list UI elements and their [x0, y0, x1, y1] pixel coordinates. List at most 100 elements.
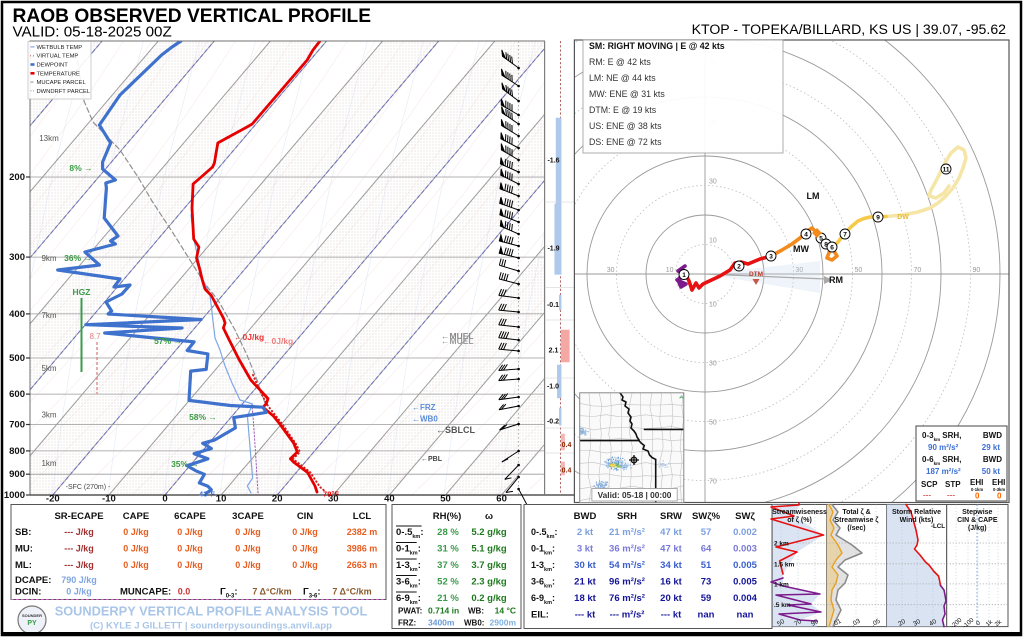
svg-text:8% →: 8% → — [69, 163, 92, 173]
svg-text:3986 m: 3986 m — [347, 544, 378, 554]
svg-text:---: --- — [947, 491, 955, 500]
svg-text:FRZ:: FRZ: — [398, 619, 416, 628]
svg-text:ω: ω — [485, 511, 493, 522]
svg-text:←MUEL: ←MUEL — [441, 336, 474, 346]
svg-text:0-1km: 0-1km — [971, 487, 983, 492]
svg-text:43°F: 43°F — [199, 490, 215, 499]
svg-text:31 %: 31 % — [437, 544, 459, 555]
svg-text:CAPE: CAPE — [123, 511, 149, 522]
svg-text:0.004: 0.004 — [733, 593, 757, 604]
svg-text:0: 0 — [997, 492, 1002, 501]
svg-text:30: 30 — [796, 267, 804, 274]
svg-text:30: 30 — [607, 267, 615, 274]
svg-text:DWNDRFT PARCEL: DWNDRFT PARCEL — [37, 89, 91, 95]
svg-text:BWD: BWD — [983, 455, 1002, 464]
svg-text:3: 3 — [769, 253, 773, 260]
svg-text:SM: RIGHT MOVING | E @ 42 kts: SM: RIGHT MOVING | E @ 42 kts — [589, 41, 725, 51]
svg-text:--- J/kg: --- J/kg — [64, 560, 94, 570]
svg-text:--- kt: --- kt — [661, 610, 682, 621]
svg-text:←WB0: ←WB0 — [412, 415, 438, 424]
svg-text:RH(%): RH(%) — [433, 511, 462, 522]
svg-text:-10: -10 — [102, 494, 116, 505]
svg-text:76 m²/s²: 76 m²/s² — [609, 593, 645, 604]
svg-text:←0J/kg: ←0J/kg — [263, 336, 293, 346]
svg-text:800: 800 — [9, 446, 25, 457]
svg-text:2900m: 2900m — [490, 618, 517, 628]
svg-text:-LCL: -LCL — [931, 523, 945, 530]
svg-text:0.714 in: 0.714 in — [428, 606, 459, 616]
svg-text:Total ζ &: Total ζ & — [842, 509, 870, 516]
svg-text:DTM: E @ 19 kts: DTM: E @ 19 kts — [589, 105, 657, 115]
svg-text:9: 9 — [876, 214, 880, 221]
svg-text:0 J/kg: 0 J/kg — [235, 560, 261, 570]
svg-text:600: 600 — [9, 389, 25, 400]
svg-text:3.7 g/kg: 3.7 g/kg — [471, 560, 507, 571]
svg-text:-1.9: -1.9 — [547, 246, 559, 253]
svg-text:MUNCAPE:: MUNCAPE: — [120, 587, 171, 598]
svg-text:3 kt: 3 kt — [577, 544, 594, 555]
svg-text:500: 500 — [9, 353, 25, 364]
svg-text:200: 200 — [9, 172, 25, 183]
svg-text:←FRZ: ←FRZ — [412, 403, 436, 412]
svg-text:2663 m: 2663 m — [347, 560, 378, 570]
svg-text:10: 10 — [709, 302, 717, 309]
svg-text:7: 7 — [843, 231, 847, 238]
svg-text:2382 m: 2382 m — [347, 527, 378, 537]
svg-text:90 m²/s²: 90 m²/s² — [928, 443, 959, 452]
svg-text:0 J/kg: 0 J/kg — [235, 544, 261, 554]
svg-text:21 m²/s²: 21 m²/s² — [609, 527, 645, 538]
svg-text:0-3km: 0-3km — [993, 487, 1005, 492]
svg-text:11: 11 — [943, 166, 950, 173]
svg-text:MW: ENE @ 31 kts: MW: ENE @ 31 kts — [589, 89, 665, 99]
svg-text:700: 700 — [9, 420, 25, 431]
svg-text:16 kt: 16 kt — [660, 577, 682, 588]
svg-text:0-3km SRH,: 0-3km SRH, — [922, 431, 961, 442]
svg-text:79°F: 79°F — [323, 490, 339, 499]
svg-text:(C) KYLE J GILLETT | sounderpy: (C) KYLE J GILLETT | sounderpysoundings.… — [90, 621, 332, 632]
svg-text:2 km: 2 km — [774, 541, 789, 548]
svg-text:30: 30 — [709, 179, 717, 186]
svg-text:20: 20 — [897, 618, 907, 628]
svg-text:LM: NE @ 44 kts: LM: NE @ 44 kts — [589, 73, 656, 83]
svg-text:MUCAPE PARCEL: MUCAPE PARCEL — [37, 80, 87, 86]
svg-text:7 Δ°C/km: 7 Δ°C/km — [332, 587, 371, 597]
svg-text:MW: MW — [793, 244, 809, 254]
svg-text:SR-ECAPE: SR-ECAPE — [54, 511, 103, 522]
svg-text:96 m²/s²: 96 m²/s² — [609, 577, 645, 588]
svg-text:1000: 1000 — [4, 490, 25, 501]
svg-text:18 kt: 18 kt — [574, 593, 596, 604]
svg-text:90: 90 — [810, 618, 820, 628]
svg-text:DEWPOINT: DEWPOINT — [37, 63, 69, 69]
svg-text:0.005: 0.005 — [733, 577, 757, 588]
svg-text:9km: 9km — [41, 254, 56, 263]
svg-text:14 °C: 14 °C — [495, 606, 516, 616]
svg-text:1: 1 — [682, 272, 686, 279]
svg-text:Storm Relative: Storm Relative — [892, 509, 941, 516]
svg-text:SRH: SRH — [617, 511, 637, 522]
svg-text:WETBULB TEMP: WETBULB TEMP — [37, 45, 83, 51]
svg-text:VIRTUAL TEMP: VIRTUAL TEMP — [37, 54, 79, 60]
svg-text:8.7: 8.7 — [89, 332, 101, 341]
svg-text:DCIN:: DCIN: — [15, 587, 41, 598]
svg-text:50: 50 — [709, 420, 717, 427]
svg-text:36 m²/s²: 36 m²/s² — [609, 544, 645, 555]
svg-text:0 J/kg: 0 J/kg — [177, 560, 203, 570]
svg-text:0: 0 — [975, 492, 980, 501]
svg-text:nan: nan — [737, 610, 754, 621]
svg-text:PY: PY — [27, 620, 37, 627]
svg-text:70: 70 — [914, 267, 922, 274]
svg-text:29 kt: 29 kt — [982, 443, 1001, 452]
svg-text:6: 6 — [830, 244, 834, 251]
svg-text:6CAPE: 6CAPE — [174, 511, 206, 522]
svg-text:Wind (kts): Wind (kts) — [900, 517, 934, 524]
svg-text:-20: -20 — [46, 494, 60, 505]
svg-text:SOUNDER: SOUNDER — [22, 613, 42, 618]
svg-text:TEMPERATURE: TEMPERATURE — [37, 71, 81, 77]
svg-text:-1.6: -1.6 — [547, 158, 559, 165]
svg-text:Streamwiseness: Streamwiseness — [772, 509, 827, 516]
svg-text:5.1 g/kg: 5.1 g/kg — [471, 544, 507, 555]
svg-text:DS: ENE @ 72 kts: DS: ENE @ 72 kts — [589, 137, 662, 147]
svg-text:900: 900 — [9, 469, 25, 480]
svg-text:0 J/kg: 0 J/kg — [66, 587, 92, 597]
svg-text:0 J/kg: 0 J/kg — [123, 560, 149, 570]
